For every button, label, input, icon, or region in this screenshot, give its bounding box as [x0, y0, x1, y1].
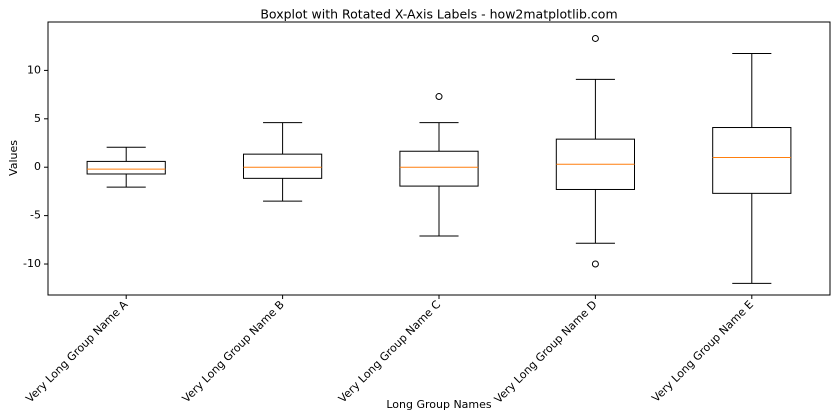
y-tick-label: -10: [23, 257, 41, 270]
box: [86, 160, 166, 175]
box: [399, 150, 479, 187]
x-tick-label: Very Long Group Name C: [336, 298, 443, 405]
y-tick-label: 0: [34, 160, 41, 173]
outlier: [591, 34, 599, 42]
y-axis-label: Values: [7, 140, 20, 176]
x-tick-label: Very Long Group Name D: [492, 298, 600, 406]
x-tick-label: Very Long Group Name E: [649, 298, 756, 405]
box: [243, 153, 323, 179]
chart-title: Boxplot with Rotated X-Axis Labels - how…: [260, 7, 617, 22]
outlier: [435, 93, 443, 101]
x-tick-label: Very Long Group Name B: [180, 298, 287, 405]
x-tick-label: Very Long Group Name A: [23, 298, 130, 405]
outlier: [591, 260, 599, 268]
y-tick-label: -5: [30, 209, 41, 222]
y-tick-label: 5: [34, 112, 41, 125]
box: [712, 127, 792, 194]
y-tick-label: 10: [27, 63, 41, 76]
x-axis-label: Long Group Names: [386, 398, 492, 411]
